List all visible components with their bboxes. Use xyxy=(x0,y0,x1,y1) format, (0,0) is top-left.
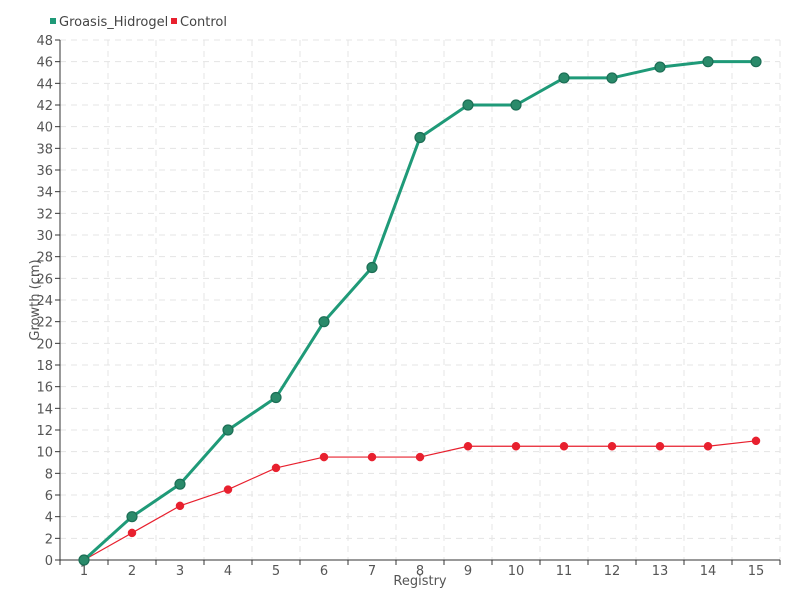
data-point xyxy=(319,452,329,462)
data-point xyxy=(126,511,138,523)
data-point xyxy=(366,261,378,274)
y-tick-label: 2 xyxy=(45,532,53,547)
y-tick-label: 42 xyxy=(36,99,53,114)
x-tick-label: 4 xyxy=(224,564,232,579)
x-tick-label: 15 xyxy=(748,564,765,579)
data-point xyxy=(751,436,761,446)
x-tick-label: 2 xyxy=(128,564,136,579)
y-tick-label: 14 xyxy=(36,402,53,417)
y-tick-label: 46 xyxy=(36,56,53,71)
x-tick-label: 11 xyxy=(556,564,573,579)
series-control xyxy=(79,436,761,565)
y-axis-title: Growth (cm) xyxy=(28,259,43,340)
data-point xyxy=(270,391,282,404)
data-point xyxy=(415,452,425,462)
y-tick-label: 12 xyxy=(36,424,53,439)
series-layer xyxy=(78,56,762,566)
y-tick-label: 44 xyxy=(36,77,53,92)
series-groasis-hidrogel xyxy=(78,56,762,566)
y-tick-label: 16 xyxy=(36,381,53,396)
data-point xyxy=(750,56,762,68)
y-tick-label: 28 xyxy=(36,251,53,266)
x-tick-label: 1 xyxy=(80,564,88,579)
data-point xyxy=(702,56,714,68)
data-point xyxy=(655,442,665,451)
y-tick-label: 40 xyxy=(36,121,53,136)
x-tick-label: 12 xyxy=(604,564,621,579)
grid-lines xyxy=(60,39,781,560)
data-point xyxy=(175,501,185,511)
x-tick-label: 7 xyxy=(368,564,376,579)
data-point xyxy=(463,442,473,451)
x-tick-label: 14 xyxy=(700,564,717,579)
legend-swatch-control xyxy=(171,18,177,24)
y-tick-label: 38 xyxy=(36,142,53,157)
data-point xyxy=(703,442,713,451)
data-point xyxy=(78,554,90,566)
y-tick-label: 32 xyxy=(36,207,53,222)
data-point xyxy=(318,316,330,328)
y-tick-label: 26 xyxy=(36,272,53,287)
data-point xyxy=(127,528,137,538)
y-axis-ticks: 0246810121416182022242628303234363840424… xyxy=(36,34,60,569)
data-point xyxy=(606,72,618,84)
data-point xyxy=(222,424,234,436)
y-tick-label: 4 xyxy=(45,511,53,526)
x-tick-label: 9 xyxy=(464,564,472,579)
y-tick-label: 22 xyxy=(36,316,53,331)
data-point xyxy=(414,131,426,144)
y-tick-label: 20 xyxy=(36,337,53,352)
x-axis-ticks: 1 2 3 4 5 6 7 8 9 10 11 12 13 14 15 xyxy=(59,560,781,579)
y-tick-label: 48 xyxy=(36,34,53,49)
x-tick-label: 6 xyxy=(320,564,328,579)
y-tick-label: 34 xyxy=(36,186,53,201)
x-tick-label: 3 xyxy=(176,564,184,579)
data-point xyxy=(654,61,666,73)
legend: Groasis_Hidrogel Control xyxy=(50,15,227,30)
data-point xyxy=(510,99,522,111)
y-tick-label: 6 xyxy=(45,489,53,504)
x-tick-label: 5 xyxy=(272,564,280,579)
y-tick-label: 30 xyxy=(36,229,53,244)
y-tick-label: 18 xyxy=(36,359,53,374)
y-tick-label: 24 xyxy=(36,294,53,309)
data-point xyxy=(559,442,569,451)
data-point xyxy=(271,463,281,473)
data-point xyxy=(174,478,186,490)
x-tick-label: 10 xyxy=(508,564,525,579)
data-point xyxy=(462,99,474,111)
data-point xyxy=(223,485,233,494)
x-tick-label: 13 xyxy=(652,564,669,579)
data-point xyxy=(367,452,377,462)
y-tick-label: 10 xyxy=(36,446,53,461)
legend-label-control: Control xyxy=(180,15,227,30)
axes xyxy=(59,40,780,561)
y-tick-label: 36 xyxy=(36,164,53,179)
x-axis-title: Registry xyxy=(393,574,447,589)
x-tick-label: 8 xyxy=(416,564,424,579)
legend-swatch-groasis-hidrogel xyxy=(50,18,56,24)
y-tick-label: 8 xyxy=(45,467,53,482)
data-point xyxy=(511,442,521,451)
data-point xyxy=(558,72,570,84)
data-point xyxy=(607,442,617,451)
legend-label-groasis-hidrogel: Groasis_Hidrogel xyxy=(59,15,168,30)
y-tick-label: 0 xyxy=(45,554,53,569)
